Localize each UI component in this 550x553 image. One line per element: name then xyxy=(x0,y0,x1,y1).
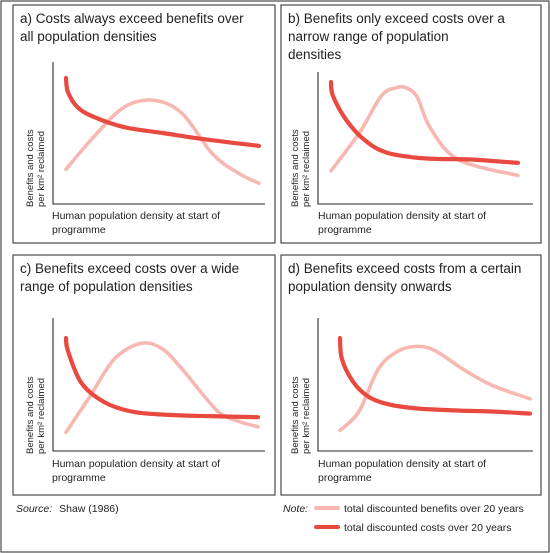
panel-a-title-line-2: all population densities xyxy=(20,29,157,44)
panel-a-costs-curve xyxy=(63,75,262,148)
panel-c-benefits-curve xyxy=(64,341,260,434)
panel-a-y-axis-label-line-2: per km² reclaimed xyxy=(36,131,47,207)
panel-d-benefits-curve xyxy=(338,344,532,433)
panel-b-y-axis-label-line-1: Benefits and costs xyxy=(290,129,301,207)
panel-c-title-line-1: c) Benefits exceed costs over a wide xyxy=(20,261,239,276)
panel-d-frame xyxy=(280,254,542,496)
panel-c-axes xyxy=(52,318,265,452)
panel-b-title-line-1: b) Benefits only exceed costs over a xyxy=(288,11,505,26)
panel-a-y-axis-label-line-1: Benefits and costs xyxy=(25,129,36,207)
panel-b-frame xyxy=(280,4,542,244)
panel-a-x-axis-label: Human population density at start of pro… xyxy=(52,210,223,236)
legend-label-benefits: total discounted benefits over 20 years xyxy=(344,503,524,515)
footer: Source: Shaw (1986) Note: total discount… xyxy=(16,503,524,534)
source-label: Source: xyxy=(16,503,52,515)
panel-b-y-axis-label-line-2: per km² reclaimed xyxy=(301,131,312,207)
panel-b-costs-curve xyxy=(328,79,521,165)
panel-c-x-axis-label-line-1: Human population density at start of xyxy=(52,458,220,470)
panel-a-x-axis-label-line-1: Human population density at start of xyxy=(52,210,220,222)
panel-c-title-line-2: range of population densities xyxy=(20,279,193,294)
panel-d-curves xyxy=(337,335,533,433)
panel-a-axes xyxy=(52,62,265,205)
panel-c-x-axis-label-line-2: programme xyxy=(52,472,106,484)
panel-b-y-axis-label: Benefits and costs per km² reclaimed xyxy=(290,127,312,207)
panel-a-title-line-1: a) Costs always exceed benefits over xyxy=(20,11,244,26)
source-line: Source: Shaw (1986) xyxy=(16,503,119,515)
panel-a-x-axis-label-line-2: programme xyxy=(52,224,106,236)
panel-c-title: c) Benefits exceed costs over a wide ran… xyxy=(20,261,243,294)
panel-c-y-axis-label: Benefits and costs per km² reclaimed xyxy=(25,374,47,454)
panel-b-axes xyxy=(317,72,533,205)
panel-d-y-axis-label-line-2: per km² reclaimed xyxy=(301,378,312,454)
panel-d-title: d) Benefits exceed costs from a certain … xyxy=(288,261,525,294)
panel-a-benefits-curve xyxy=(64,98,261,186)
panel-d: d) Benefits exceed costs from a certain … xyxy=(280,254,542,496)
panel-d-x-axis-label-line-1: Human population density at start of xyxy=(318,458,486,470)
panel-b-title-line-3: densities xyxy=(288,47,342,62)
note-label: Note: xyxy=(283,503,308,515)
panel-b: b) Benefits only exceed costs over a nar… xyxy=(280,4,542,244)
legend-label-costs: total discounted costs over 20 years xyxy=(344,522,512,534)
panel-b-title-line-2: narrow range of population xyxy=(288,29,449,44)
panel-c-costs-curve xyxy=(63,335,261,420)
panel-b-curves xyxy=(328,79,521,178)
panel-d-y-axis-label-line-1: Benefits and costs xyxy=(290,376,301,454)
panel-c-y-axis-label-line-2: per km² reclaimed xyxy=(36,378,47,454)
panel-b-x-axis-label-line-2: programme xyxy=(318,224,372,236)
panel-b-benefits-curve xyxy=(329,84,520,178)
panel-d-axes xyxy=(317,318,533,452)
panel-b-title: b) Benefits only exceed costs over a nar… xyxy=(288,11,509,62)
panel-d-x-axis-label: Human population density at start of pro… xyxy=(318,458,489,484)
panel-a-frame xyxy=(12,4,276,244)
panel-a-curves xyxy=(63,75,262,186)
panel-b-x-axis-label: Human population density at start of pro… xyxy=(318,210,489,236)
panel-d-title-line-2: population density onwards xyxy=(288,279,452,294)
panel-c-frame xyxy=(12,254,276,496)
panel-d-y-axis-label: Benefits and costs per km² reclaimed xyxy=(290,374,312,454)
panel-a-title: a) Costs always exceed benefits over all… xyxy=(20,11,247,44)
panel-c: c) Benefits exceed costs over a wide ran… xyxy=(12,254,276,496)
panel-c-y-axis-label-line-1: Benefits and costs xyxy=(25,376,36,454)
panel-a-y-axis-label: Benefits and costs per km² reclaimed xyxy=(25,127,47,207)
panel-d-title-line-1: d) Benefits exceed costs from a certain xyxy=(288,261,521,276)
panel-d-x-axis-label-line-2: programme xyxy=(318,472,372,484)
panel-c-x-axis-label: Human population density at start of pro… xyxy=(52,458,223,484)
panel-b-x-axis-label-line-1: Human population density at start of xyxy=(318,210,486,222)
panel-a: a) Costs always exceed benefits over all… xyxy=(12,4,276,244)
panel-d-costs-curve xyxy=(337,335,533,416)
source-value: Shaw (1986) xyxy=(59,503,119,515)
panel-c-curves xyxy=(63,335,261,434)
